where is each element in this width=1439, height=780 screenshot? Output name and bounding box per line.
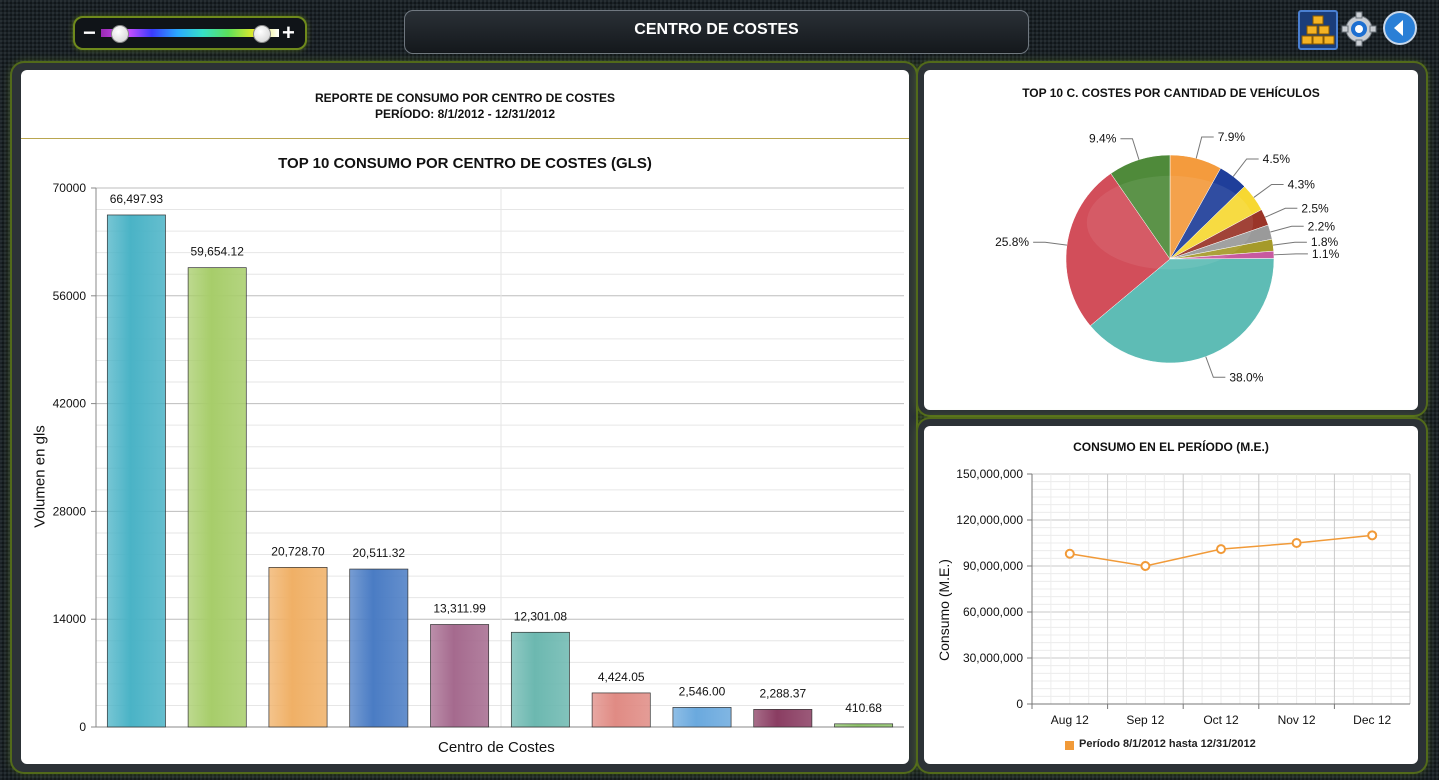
line-y-tick-label: 90,000,000 — [963, 559, 1023, 573]
main-panel: REPORTE DE CONSUMO POR CENTRO DE COSTES … — [21, 70, 909, 764]
zoom-in-icon[interactable]: + — [282, 20, 295, 45]
pie-leader-line — [1195, 136, 1214, 159]
pie-chart-title: TOP 10 C. COSTES POR CANTIDAD DE VEHÍCUL… — [1022, 86, 1320, 100]
report-divider — [21, 138, 909, 139]
bar-chart-xlabel: Centro de Costes — [438, 739, 555, 756]
pie-chart: 7.9% 4.5% 4.3% 2.5% 2.2% 1.8%1.1% 38.0% 25.8% 9.… — [995, 130, 1340, 384]
pie-slice-label: 1.1% — [1312, 247, 1340, 261]
line-chart: 0 30,000,000 60,000,000 90,000,000 120,000,0… — [956, 467, 1411, 727]
line-point — [1291, 538, 1302, 548]
line-panel: CONSUMO EN EL PERÍODO (M.E.) 0 30,000,000… — [924, 426, 1418, 764]
bar-data-label: 20,511.32 — [353, 546, 406, 560]
line-point — [1140, 561, 1151, 571]
pie-slice-label: 4.3% — [1288, 177, 1316, 191]
bar-chart: 0 14000 28000 42000 56000 70000 66,497.93 59,65… — [53, 181, 904, 734]
bar-data-label: 13,311.99 — [433, 601, 486, 615]
zoom-handle-low[interactable] — [110, 25, 129, 43]
bar-data-label: 20,728.70 — [271, 544, 325, 558]
line-point — [1216, 544, 1226, 555]
pie-slice-label: 2.5% — [1301, 201, 1329, 215]
zoom-handle-high[interactable] — [253, 25, 272, 43]
report-period: PERÍODO: 8/1/2012 - 12/31/2012 — [374, 107, 556, 121]
line-point — [1367, 530, 1378, 541]
settings-gear-icon[interactable] — [1340, 10, 1378, 48]
bar — [834, 723, 894, 728]
pie-leader-line — [1120, 138, 1140, 160]
bar-y-tick-label: 14000 — [53, 612, 87, 626]
line-x-tick-label: Nov 12 — [1278, 713, 1316, 727]
line-y-tick-label: 120,000,000 — [956, 513, 1023, 527]
zoom-slider[interactable]: − + — [73, 16, 307, 50]
bar — [672, 707, 732, 728]
bar — [187, 267, 247, 728]
line-point — [1064, 548, 1075, 559]
line-x-tick-label: Oct 12 — [1203, 713, 1239, 727]
line-chart-title: CONSUMO EN EL PERÍODO (M.E.) — [1073, 440, 1269, 454]
pie-slice-label: 38.0% — [1229, 370, 1263, 384]
bar-data-label: 4,424.05 — [598, 670, 645, 684]
bar — [591, 692, 651, 728]
pie-slice-label: 9.4% — [1089, 132, 1117, 146]
bar-y-tick-label: 56000 — [53, 289, 87, 303]
bar — [106, 214, 166, 728]
bar-chart-ylabel: Volumen en gls — [31, 425, 49, 528]
line-chart-ylabel: Consumo (M.E.) — [936, 559, 952, 661]
line-y-tick-label: 0 — [1016, 697, 1023, 711]
pie-slice-label: 1.8% — [1311, 235, 1339, 249]
pie-leader-line — [1265, 207, 1298, 218]
zoom-out-icon[interactable]: − — [83, 20, 96, 45]
zoom-track[interactable] — [101, 29, 279, 37]
pie-leader-line — [1205, 356, 1226, 378]
bar — [268, 567, 328, 728]
pie-slice-label: 25.8% — [995, 235, 1029, 249]
bar-data-label: 66,497.93 — [110, 192, 164, 206]
bar-y-tick-label: 42000 — [53, 397, 87, 411]
pie-leader-line — [1273, 253, 1308, 256]
bar-data-label: 410.68 — [845, 701, 882, 715]
bar — [430, 624, 490, 728]
pie-slice-label: 4.5% — [1263, 152, 1291, 166]
pie-highlight — [1086, 175, 1254, 270]
line-y-tick-label: 150,000,000 — [956, 467, 1023, 481]
legend-label[interactable]: Período 8/1/2012 hasta 12/31/2012 — [1079, 738, 1256, 750]
bar-y-tick-label: 70000 — [53, 181, 87, 195]
bar — [510, 631, 570, 728]
bar — [753, 709, 813, 728]
pie-panel: TOP 10 C. COSTES POR CANTIDAD DE VEHÍCUL… — [924, 70, 1418, 410]
bar-data-label: 59,654.12 — [191, 245, 245, 259]
pie-leader-line — [1033, 241, 1067, 246]
line-y-tick-label: 60,000,000 — [963, 605, 1023, 619]
legend-swatch — [1065, 741, 1074, 750]
line-x-tick-label: Aug 12 — [1051, 713, 1089, 727]
bar-y-tick-label: 28000 — [53, 504, 87, 518]
pie-leader-line — [1273, 241, 1307, 246]
bar — [349, 568, 409, 728]
line-x-tick-label: Sep 12 — [1126, 713, 1164, 727]
bar-y-tick-label: 0 — [79, 720, 86, 734]
hierarchy-icon[interactable] — [1298, 10, 1338, 50]
pie-leader-line — [1253, 183, 1284, 198]
pie-slice — [1065, 173, 1171, 327]
bar-chart-title: TOP 10 CONSUMO POR CENTRO DE COSTES (GLS… — [278, 155, 652, 172]
line-y-tick-label: 30,000,000 — [963, 651, 1023, 665]
bar-data-label: 12,301.08 — [514, 609, 568, 623]
bar-data-label: 2,288.37 — [759, 686, 806, 700]
pie-leader-line — [1232, 158, 1259, 177]
pie-slice-label: 2.2% — [1308, 219, 1336, 233]
bar-data-label: 2,546.00 — [679, 684, 726, 698]
page-title: CENTRO DE COSTES — [404, 10, 1029, 54]
line-x-tick-label: Dec 12 — [1353, 713, 1391, 727]
back-arrow-icon[interactable] — [1382, 10, 1420, 48]
report-title: REPORTE DE CONSUMO POR CENTRO DE COSTES — [314, 91, 616, 105]
pie-slice-label: 7.9% — [1218, 130, 1246, 144]
pie-leader-line — [1270, 225, 1304, 233]
